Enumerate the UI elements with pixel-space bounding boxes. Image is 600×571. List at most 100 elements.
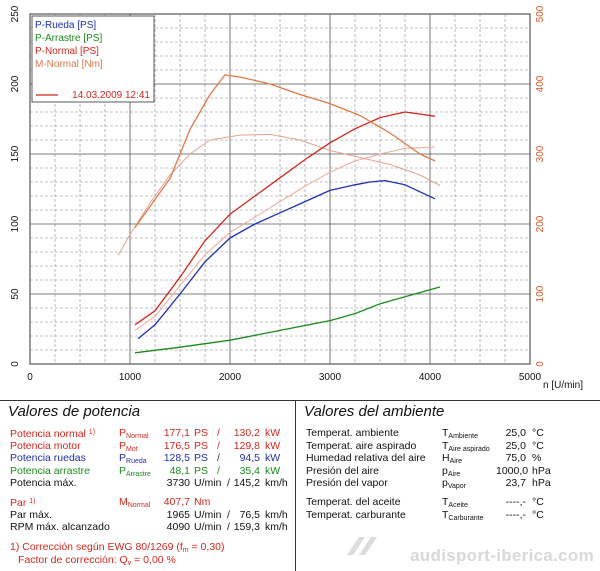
power-row-unit-1: U/min [194,521,222,534]
y-left-tick-label: 100 [10,215,21,232]
ambient-row-label: Humedad relativa del aire [306,452,426,465]
ambient-row-label: Presión del vapor [306,477,388,490]
power-row-value-1: 176,5 [163,439,190,452]
series-line [134,111,436,326]
watermark-logo-icon [347,537,377,555]
power-row-sep: / [217,427,220,439]
ambient-row-symbol: pVapor [442,477,467,491]
power-row: Par máx. 1965 U/min / 76,5 km/h [0,509,295,521]
correction-factor: Factor de corrección: Qv = 0,00 % [18,554,176,567]
ambient-row-value: 23,7 [505,477,526,490]
power-row-unit-1: PS [194,452,209,465]
correction-footnote: 1) Corrección según EWG 80/1269 (fm = 0,… [10,541,225,554]
x-tick-label: 3000 [319,372,342,383]
power-row-label: Potencia ruedas [10,452,86,465]
series-line [134,74,436,228]
power-row-label: Par 1) [10,497,36,509]
ambient-row-value: 25,0 [505,427,526,439]
power-row-symbol: PMot [119,439,138,453]
legend-entry: P-Rueda [PS] [35,20,96,31]
ambient-row-unit: °C [532,439,544,452]
ambient-row-value: ----,- [505,508,526,521]
x-tick-label: 0 [27,372,33,383]
ambient-row-unit: °C [532,508,544,521]
ambient-row-value: 1000,0 [496,464,529,477]
power-row-sep: / [227,508,230,521]
ambient-row-label: Temperat. aire aspirado [306,439,417,452]
ambient-row-value: 25,0 [505,439,526,452]
series-line [134,146,436,331]
power-row-unit-2: kW [265,427,281,439]
power-row: Potencia motor PMot 176,5 PS / 129,8 kW [0,439,295,453]
watermark-text: audisport-iberica.com [410,546,594,565]
power-row-value-1: 1965 [166,508,190,521]
power-row-unit-2: kW [265,464,281,477]
power-row-value-2: 94,5 [239,452,260,465]
ambient-values-panel: Valores del ambiente Temperat. ambiente T… [296,400,600,571]
power-row-value-1: 3730 [166,477,190,490]
ambient-row: Humedad relativa del aire HAire 75,0% [296,452,600,465]
y-right-tick-label: 500 [535,5,546,22]
power-row-value-1: 177,1 [163,427,190,439]
ambient-row-symbol: TAmbiente [442,427,478,440]
ambient-row: Presión del vapor pVapor 23,7 hPa [296,477,600,490]
ambient-row-label: Temperat. carburante [306,508,406,521]
ambient-row: Temperat. ambiente TAmbiente 25,0 °C [296,427,600,440]
ambient-row-symbol: HAire [442,452,463,466]
y-left-tick-label: 0 [10,361,21,367]
legend-entry: P-Normal [PS] [35,46,99,57]
ambient-row-unit: °C [532,496,544,508]
power-row-sep: / [217,452,220,465]
power-row-label: Potencia arrastre [10,464,90,477]
power-row: RPM máx. alcanzado 4090 U/min /159,3 km/h [0,521,295,533]
x-tick-label: 1000 [119,372,142,383]
ambient-row-symbol: pAire [442,464,461,478]
legend-entry: M-Normal [Nm] [35,59,103,70]
power-row-label: Potencia máx. [10,477,77,490]
legend-entry: P-Arrastre [PS] [35,33,102,44]
power-row-value-2: 130,2 [233,427,260,439]
power-row-symbol: PNormal [119,427,149,440]
ambient-row-symbol: TAceite [442,496,468,509]
power-row-label: Potencia normal 1) [10,428,96,440]
power-row-unit-1: U/min [194,477,222,490]
power-row-unit-1: PS [194,439,209,452]
power-row-label: Par máx. [10,508,53,521]
power-row: Potencia ruedas PRueda 128,5 PS / 94,5 kW [0,452,295,465]
power-row-unit-2: km/h [265,521,288,534]
power-row: Par 1) MNormal 407,7 Nm [0,496,295,509]
series-line [137,179,436,340]
ambient-row-label: Temperat. del aceite [306,496,401,508]
power-row-value-2: 35,4 [239,464,260,477]
power-row: Potencia arrastre PArrastre 48,1 PS / 35,4 kW [0,464,295,478]
power-row-value-2: 129,8 [233,439,260,452]
ambient-row-unit: °C [532,427,544,439]
x-tick-label: 4000 [419,372,442,383]
ambient-row: Presión del aire pAire 1000,0 hPa [296,464,600,478]
power-row-sep: / [227,477,230,490]
series-line [134,286,441,354]
power-row-symbol: MNormal [119,496,151,509]
power-row: Potencia máx. 3730 U/min /145,2 km/h [0,477,295,489]
power-row-value-2: 145,2 [233,477,260,490]
y-right-tick-label: 200 [535,215,546,232]
y-right-tick-label: 100 [535,285,546,302]
y-right-tick-label: 400 [535,75,546,92]
ambient-row-value: ----,- [505,496,526,508]
ambient-row-symbol: TCarburante [442,508,484,522]
power-row-value-1: 407,7 [163,496,190,508]
power-row-unit-1: U/min [194,508,222,521]
power-row-symbol: PArrastre [119,464,151,478]
power-row-sep: / [217,439,220,452]
power-row-unit-1: PS [194,464,209,477]
ambient-row-label: Presión del aire [306,464,379,477]
power-row-label: RPM máx. alcanzado [10,521,110,534]
legend-date: 14.03.2009 12:41 [72,90,150,101]
ambient-row-unit: hPa [532,464,551,477]
power-row-unit-1: Nm [194,496,211,508]
legend-box [31,15,155,103]
power-values-panel: Valores de potencia Potencia normal 1) PN… [0,400,296,571]
y-left-tick-label: 150 [10,145,21,162]
ambient-row: Temperat. aire aspirado TAire aspirado 25,… [296,439,600,453]
power-row-value-1: 128,5 [163,452,190,465]
